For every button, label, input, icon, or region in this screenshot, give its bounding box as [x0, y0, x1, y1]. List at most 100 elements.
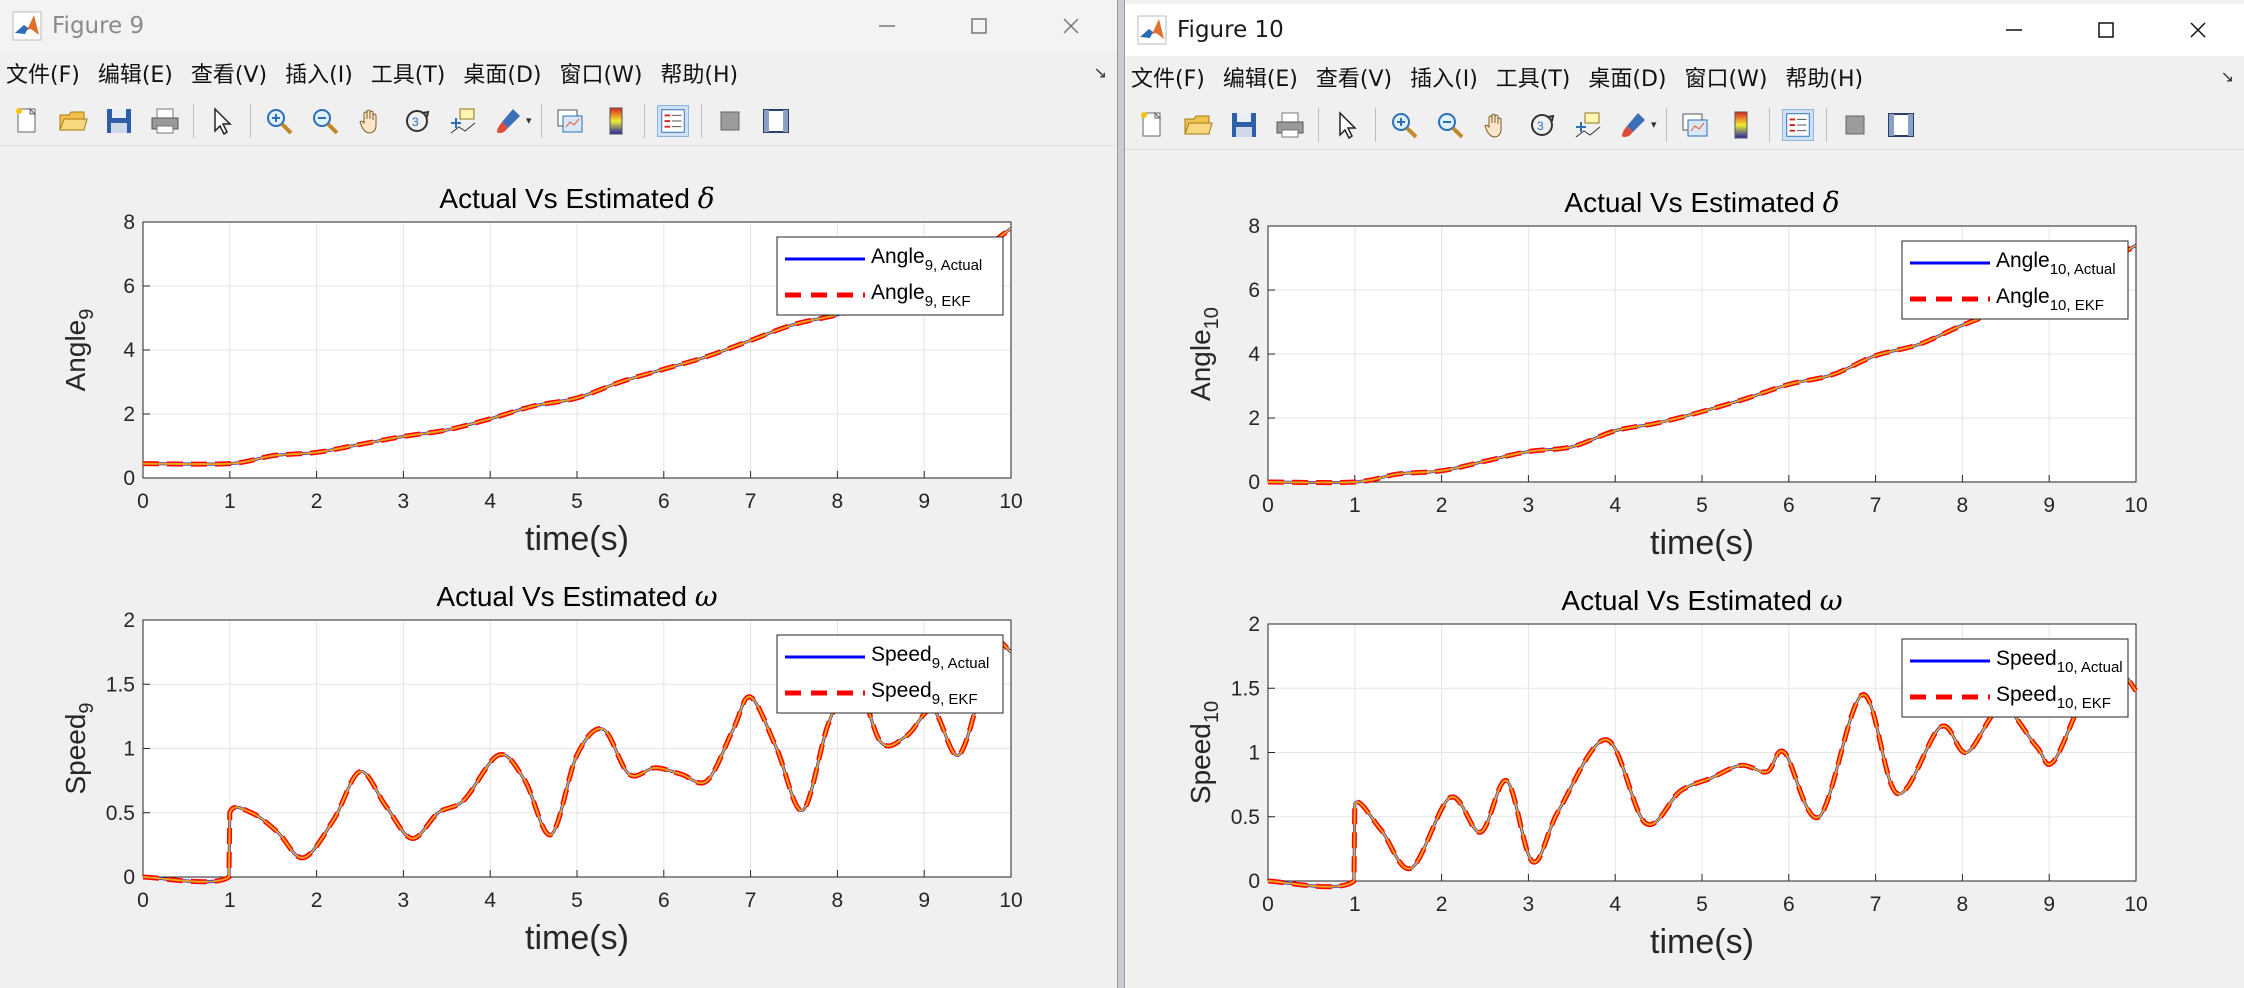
x-tick-label: 4 [1609, 494, 1621, 517]
menu-window[interactable]: 窗口(W) [1684, 67, 1768, 92]
show-plot-tools-button[interactable] [760, 105, 792, 137]
y-tick-label: 1 [1248, 742, 1260, 765]
zoom-in-button[interactable] [1388, 109, 1420, 141]
title-bar[interactable]: Figure 9 [0, 0, 1117, 52]
y-tick-label: 0 [1248, 471, 1260, 494]
window-title: Figure 9 [52, 13, 145, 39]
menu-window[interactable]: 窗口(W) [559, 63, 643, 88]
menu-help[interactable]: 帮助(H) [660, 63, 739, 88]
x-tick-label: 1 [224, 490, 236, 513]
hide-plot-tools-button[interactable] [714, 105, 746, 137]
title-bar[interactable]: Figure 10 [1125, 4, 2244, 56]
legend-entry-label: Angle10, EKF [1996, 285, 2104, 314]
zoom-out-icon [1438, 112, 1464, 138]
brush-icon [497, 108, 520, 133]
data-cursor-icon [450, 108, 476, 133]
plot-angle[interactable]: 0 1 2 3 4 5 6 7 8 9 10 0 2 4 6 8 Actual Vs Estimated δ ti… [1185, 186, 2148, 562]
x-tick-label: 9 [918, 490, 930, 513]
menu-tools[interactable]: 工具(T) [370, 63, 446, 88]
save-button[interactable] [1228, 109, 1260, 141]
save-button[interactable] [103, 105, 135, 137]
pan-hand-button[interactable] [355, 105, 387, 137]
data-cursor-button[interactable] [1572, 109, 1604, 141]
plot-speed[interactable]: 0 1 2 3 4 5 6 7 8 9 10 0 0.5 1 1.5 2 Actual Vs Estimated… [60, 580, 1023, 957]
print-button[interactable] [149, 105, 181, 137]
rotate-3d-button[interactable]: 3 [1526, 109, 1558, 141]
menu-insert[interactable]: 插入(I) [285, 63, 353, 88]
rotate-3d-button[interactable]: 3 [401, 105, 433, 137]
minimize-button[interactable] [841, 0, 933, 52]
hide-plot-tools-button[interactable] [1839, 109, 1871, 141]
brush-button[interactable] [1618, 109, 1650, 141]
brush-button[interactable] [493, 105, 525, 137]
new-figure-button[interactable] [1136, 109, 1168, 141]
select-arrow-icon [1339, 110, 1357, 139]
menu-desktop[interactable]: 桌面(D) [1588, 67, 1667, 92]
show-plot-tools-button[interactable] [1885, 109, 1917, 141]
menu-desktop[interactable]: 桌面(D) [463, 63, 542, 88]
brush-dropdown-icon[interactable]: ▾ [526, 114, 532, 127]
figure-9-window[interactable]: Figure 9 文件(F) 编辑(E) 查看(V) 插入(I) 工具(T) 桌… [0, 0, 1118, 988]
legend-button[interactable] [656, 104, 689, 137]
select-arrow-button[interactable] [206, 105, 238, 137]
select-arrow-button[interactable] [1331, 109, 1363, 141]
menu-help[interactable]: 帮助(H) [1785, 67, 1864, 92]
data-cursor-button[interactable] [447, 105, 479, 137]
legend[interactable]: Angle10, Actual Angle10, EKF [1901, 240, 2129, 320]
open-file-button[interactable] [57, 105, 89, 137]
y-tick-label: 0 [123, 866, 135, 889]
figure-toolbar: 3 ▾ [0, 96, 1117, 146]
legend-icon [660, 108, 685, 133]
figure-10-window[interactable]: Figure 10 文件(F) 编辑(E) 查看(V) 插入(I) 工具(T) … [1124, 0, 2244, 988]
y-tick-label: 6 [123, 275, 135, 298]
menu-view[interactable]: 查看(V) [1315, 67, 1393, 92]
menu-file[interactable]: 文件(F) [6, 63, 80, 88]
print-icon [151, 108, 179, 133]
minimize-icon [879, 25, 895, 27]
plot-angle[interactable]: 0 1 2 3 4 5 6 7 8 9 10 0 2 4 6 8 Actual Vs Estimated δ ti… [60, 182, 1023, 558]
axes-box [1267, 623, 2137, 882]
menu-insert[interactable]: 插入(I) [1410, 67, 1478, 92]
close-button[interactable] [1025, 0, 1117, 52]
open-file-button[interactable] [1182, 109, 1214, 141]
toolbar-separator [193, 103, 194, 138]
menu-tools[interactable]: 工具(T) [1495, 67, 1571, 92]
menu-edit[interactable]: 编辑(E) [97, 63, 173, 88]
maximize-button[interactable] [2060, 4, 2152, 56]
zoom-out-icon [313, 108, 339, 134]
close-button[interactable] [2152, 4, 2244, 56]
menu-bar: 文件(F) 编辑(E) 查看(V) 插入(I) 工具(T) 桌面(D) 窗口(W… [0, 53, 1117, 93]
maximize-button[interactable] [933, 0, 1025, 52]
legend-entry-label: Speed9, EKF [871, 679, 978, 708]
legend[interactable]: Speed9, Actual Speed9, EKF [776, 634, 1004, 714]
link-plot-button[interactable] [554, 105, 586, 137]
legend-entry-label: Speed10, Actual [1996, 647, 2123, 676]
pan-hand-button[interactable] [1480, 109, 1512, 141]
colorbar-button[interactable] [600, 105, 632, 137]
print-button[interactable] [1274, 109, 1306, 141]
pan-hand-icon [1484, 113, 1502, 138]
dock-arrow-icon[interactable]: ↘ [1093, 63, 1107, 82]
dock-arrow-icon[interactable]: ↘ [2220, 67, 2234, 86]
menu-file[interactable]: 文件(F) [1131, 67, 1205, 92]
x-tick-label: 8 [1957, 893, 1969, 916]
minimize-button[interactable] [1968, 4, 2060, 56]
menu-view[interactable]: 查看(V) [190, 63, 268, 88]
zoom-out-button[interactable] [309, 105, 341, 137]
legend-button[interactable] [1781, 108, 1814, 141]
save-icon [107, 108, 131, 133]
x-tick-label: 7 [745, 490, 757, 513]
menu-edit[interactable]: 编辑(E) [1222, 67, 1298, 92]
zoom-in-button[interactable] [263, 105, 295, 137]
legend[interactable]: Angle9, Actual Angle9, EKF [776, 236, 1004, 316]
legend[interactable]: Speed10, Actual Speed10, EKF [1901, 638, 2129, 718]
new-figure-button[interactable] [11, 105, 43, 137]
link-plot-button[interactable] [1679, 109, 1711, 141]
plot-speed[interactable]: 0 1 2 3 4 5 6 7 8 9 10 0 0.5 1 1.5 2 Actual Vs Estimated… [1185, 584, 2148, 961]
y-axis-label: Speed9 [60, 702, 98, 794]
x-tick-label: 6 [1783, 494, 1795, 517]
colorbar-button[interactable] [1725, 109, 1757, 141]
brush-dropdown-icon[interactable]: ▾ [1651, 118, 1657, 131]
zoom-out-button[interactable] [1434, 109, 1466, 141]
